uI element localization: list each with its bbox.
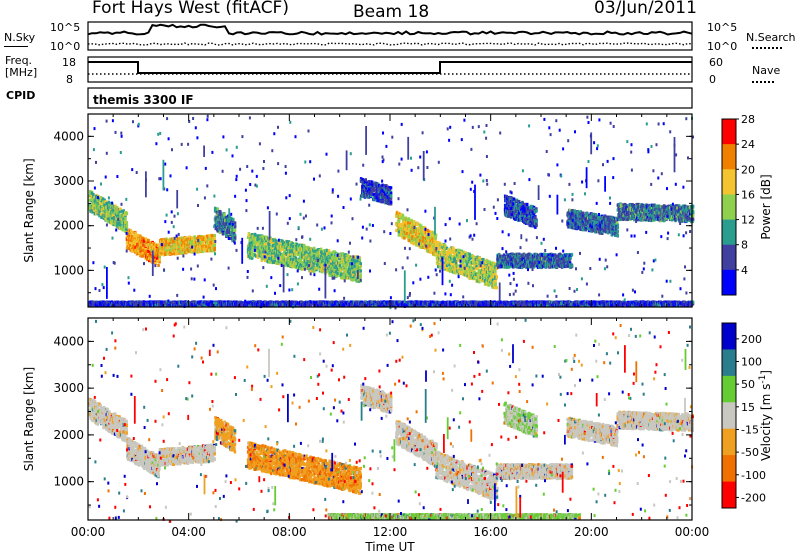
velocity-panel-y-tick-0: 1000 bbox=[53, 475, 84, 489]
nave-label: Nave bbox=[752, 64, 780, 77]
noise-left-tick-bottom: 10^0 bbox=[50, 40, 80, 53]
freq-trace bbox=[88, 61, 692, 74]
cpid-mode: themis 3300 IF bbox=[93, 93, 194, 107]
power-panel-y-tick-0: 1000 bbox=[53, 263, 84, 277]
velocity-panel-colorbar-seg-4 bbox=[722, 428, 736, 456]
power-panel-group: 1000 2000 3000 4000 Slant Range [km] 4 8 12 16 20… bbox=[22, 113, 773, 310]
freq-left-tick-bottom: 8 bbox=[66, 73, 73, 86]
noise-sky-label: N.Sky bbox=[4, 31, 35, 44]
velocity-panel-colorbar-seg-6 bbox=[722, 481, 736, 509]
freq-unit-label: [MHz] bbox=[5, 66, 37, 79]
x-tick-2: 08:00 bbox=[272, 525, 307, 539]
freq-panel: 18 8 60 0 bbox=[62, 56, 723, 86]
velocity-panel-colorbar-seg-3 bbox=[722, 402, 736, 430]
velocity-panel-y-label: Slant Range [km] bbox=[22, 367, 36, 471]
power-panel-cb-tick-4: 20 bbox=[741, 163, 755, 176]
freq-right-tick-bottom: 0 bbox=[709, 73, 716, 86]
noise-right-tick-top: 10^5 bbox=[707, 21, 737, 34]
beam-label: Beam 18 bbox=[353, 2, 429, 22]
noise-panel: 10^5 10^0 10^5 10^0 bbox=[50, 21, 737, 53]
velocity-panel-cb-tick-5: -50 bbox=[741, 446, 759, 459]
velocity-panel-y-tick-2: 3000 bbox=[53, 381, 84, 395]
velocity-panel-cb-tick-4: -15 bbox=[741, 423, 759, 436]
velocity-panel-cb-tick-3: 15 bbox=[741, 401, 755, 414]
velocity-panel-cb-tick-6: -100 bbox=[741, 469, 766, 482]
x-tick-6: 00:00 bbox=[675, 525, 710, 539]
power-panel-colorbar-seg-5 bbox=[722, 244, 736, 271]
x-tick-5: 20:00 bbox=[574, 525, 609, 539]
power-panel-cb-tick-0: 4 bbox=[741, 264, 748, 277]
noise-right-tick-bottom: 10^0 bbox=[707, 40, 737, 53]
velocity-panel-cells bbox=[88, 318, 694, 523]
noise-sky-trace bbox=[87, 23, 693, 36]
power-panel-colorbar-label: Power [dB] bbox=[759, 174, 773, 239]
power-panel-cb-tick-3: 16 bbox=[741, 188, 755, 201]
velocity-panel-cb-tick-1: 100 bbox=[741, 356, 762, 369]
velocity-panel-y-tick-1: 2000 bbox=[53, 428, 84, 442]
velocity-panel-cb-tick-7: -200 bbox=[741, 491, 766, 504]
freq-right-tick-top: 60 bbox=[709, 56, 723, 69]
noise-search-trace bbox=[87, 42, 693, 46]
power-panel-colorbar-seg-4 bbox=[722, 219, 736, 246]
velocity-panel-colorbar-seg-2 bbox=[722, 375, 736, 403]
noise-search-label: N.Search bbox=[746, 31, 796, 44]
velocity-panel-group: 1000 2000 3000 4000 Slant Range [km] 200 100 50… bbox=[22, 317, 773, 523]
velocity-panel-plot-area bbox=[88, 318, 692, 520]
power-panel-colorbar-seg-1 bbox=[722, 144, 736, 170]
velocity-panel-colorbar-seg-0 bbox=[722, 323, 736, 350]
velocity-panel-colorbar-label: Velocity [m s-1] bbox=[758, 370, 773, 461]
power-panel-cb-tick-2: 12 bbox=[741, 214, 755, 227]
velocity-panel-cb-tick-2: 50 bbox=[741, 378, 755, 391]
velocity-panel-colorbar-seg-5 bbox=[722, 455, 736, 483]
noise-sky-legend-line bbox=[4, 46, 28, 47]
power-panel-plot-area bbox=[88, 114, 692, 307]
power-panel-cb-tick-6: 28 bbox=[741, 113, 755, 126]
velocity-panel-colorbar-seg-1 bbox=[722, 349, 736, 377]
x-tick-3: 12:00 bbox=[373, 525, 408, 539]
date-label: 03/Jun/2011 bbox=[594, 0, 697, 18]
noise-search-legend-line bbox=[752, 47, 782, 49]
power-panel-y-tick-1: 2000 bbox=[53, 219, 84, 233]
x-axis-label: Time UT bbox=[364, 540, 415, 554]
power-panel-cb-tick-5: 24 bbox=[741, 138, 755, 151]
power-panel-colorbar-seg-0 bbox=[722, 119, 736, 145]
x-tick-4: 16:00 bbox=[473, 525, 508, 539]
velocity-panel-y-tick-3: 4000 bbox=[53, 334, 84, 348]
x-axis: 00:00 04:00 08:00 12:00 16:00 20:00 00:00 Time … bbox=[71, 525, 710, 554]
power-panel-y-tick-3: 4000 bbox=[53, 129, 84, 143]
power-panel-colorbar-seg-2 bbox=[722, 169, 736, 195]
cpid-panel bbox=[87, 87, 693, 109]
power-panel-colorbar-seg-3 bbox=[722, 194, 736, 221]
power-panel-y-label: Slant Range [km] bbox=[22, 158, 36, 262]
noise-left-tick-top: 10^5 bbox=[50, 21, 80, 34]
freq-left-tick-top: 18 bbox=[62, 56, 76, 69]
freq-label: Freq. bbox=[5, 54, 32, 67]
cpid-label: CPID bbox=[6, 89, 35, 102]
velocity-panel-cb-tick-0: 200 bbox=[741, 333, 762, 346]
power-panel-colorbar-seg-6 bbox=[722, 269, 736, 296]
power-panel-y-tick-2: 3000 bbox=[53, 174, 84, 188]
power-panel-cells bbox=[88, 114, 695, 310]
x-tick-1: 04:00 bbox=[171, 525, 206, 539]
power-panel-cb-tick-1: 8 bbox=[741, 239, 748, 252]
nave-legend-line bbox=[752, 81, 774, 83]
x-tick-0: 00:00 bbox=[71, 525, 106, 539]
chart-title: Fort Hays West (fitACF) bbox=[92, 0, 289, 18]
